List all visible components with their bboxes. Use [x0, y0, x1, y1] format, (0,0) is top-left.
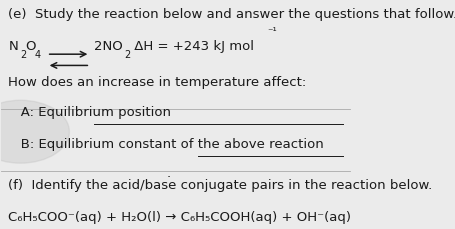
Text: ⁻¹: ⁻¹	[267, 27, 277, 37]
Text: (e)  Study the reaction below and answer the questions that follow.: (e) Study the reaction below and answer …	[8, 8, 455, 21]
Text: A: Equilibrium position: A: Equilibrium position	[8, 106, 172, 119]
Text: How does an increase in temperature affect:: How does an increase in temperature affe…	[8, 76, 307, 89]
Circle shape	[0, 100, 69, 163]
Text: (f)  Identify the acid/base conjugate pairs in the reaction below.: (f) Identify the acid/base conjugate pai…	[8, 179, 433, 192]
Text: .: .	[167, 166, 171, 180]
Text: B: Equilibrium constant of the above reaction: B: Equilibrium constant of the above rea…	[8, 139, 324, 151]
Text: 4: 4	[35, 50, 40, 60]
Text: ΔH = +243 kJ mol: ΔH = +243 kJ mol	[130, 40, 254, 53]
Text: 2NO: 2NO	[94, 40, 122, 53]
Text: 2: 2	[124, 50, 131, 60]
Text: C₆H₅COO⁻(aq) + H₂O(l) → C₆H₅COOH(aq) + OH⁻(aq): C₆H₅COO⁻(aq) + H₂O(l) → C₆H₅COOH(aq) + O…	[8, 211, 351, 224]
Text: 2: 2	[20, 50, 26, 60]
Text: O: O	[25, 40, 35, 53]
Text: N: N	[8, 40, 18, 53]
